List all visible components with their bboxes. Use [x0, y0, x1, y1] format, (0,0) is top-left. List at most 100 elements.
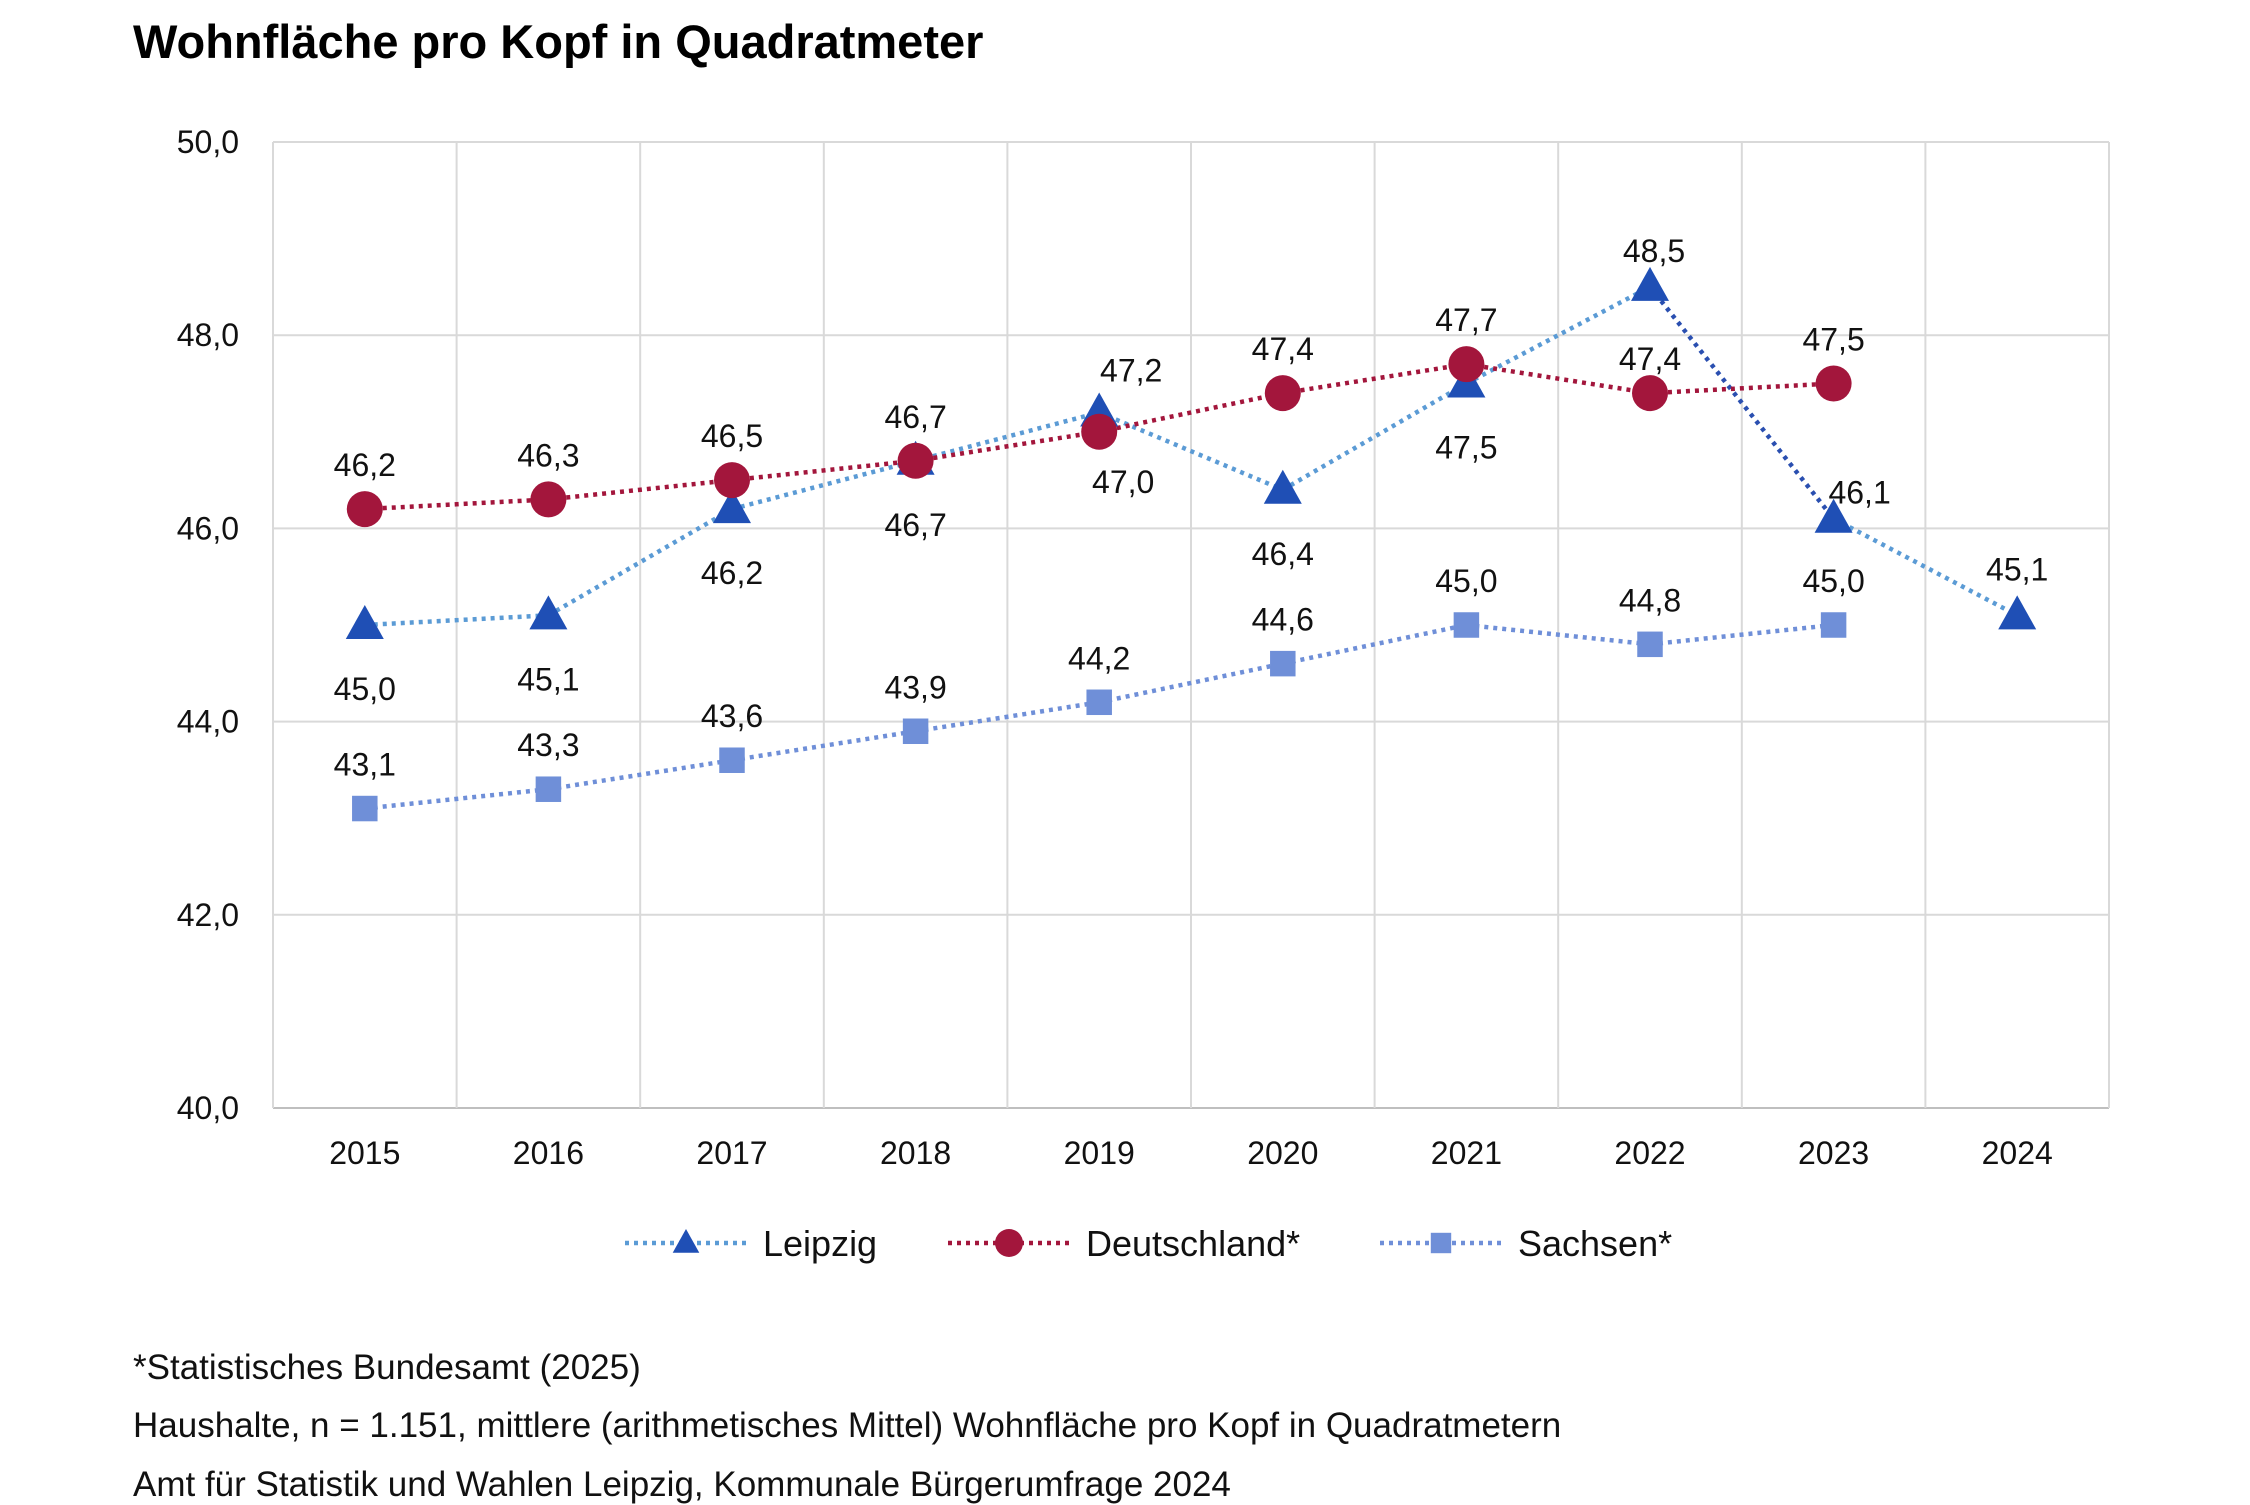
data-point-deutschland	[530, 481, 567, 518]
data-label-sachsen: 43,6	[701, 698, 763, 734]
data-label-deutschland: 47,7	[1435, 302, 1497, 338]
data-label-leipzig: 45,0	[334, 671, 396, 707]
data-label-sachsen: 45,0	[1802, 563, 1864, 599]
data-point-sachsen	[1637, 631, 1663, 658]
x-tick-label: 2018	[880, 1135, 951, 1171]
legend-label-sachsen: Sachsen*	[1518, 1223, 1672, 1264]
data-point-sachsen	[535, 776, 562, 802]
chart-title: Wohnfläche pro Kopf in Quadratmeter	[133, 15, 984, 68]
data-label-deutschland: 47,0	[1092, 464, 1154, 500]
series-line-deutschland	[731, 458, 916, 483]
y-tick-label: 40,0	[177, 1090, 239, 1126]
data-label-sachsen: 43,1	[334, 747, 396, 783]
series-line-deutschland	[1649, 381, 1834, 396]
x-tick-label: 2019	[1064, 1135, 1135, 1171]
data-point-sachsen	[1453, 612, 1480, 638]
data-point-leipzig	[1814, 498, 1853, 533]
series-line-deutschland	[1098, 390, 1284, 435]
data-point-sachsen	[1086, 689, 1112, 716]
legend-label-deutschland: Deutschland*	[1086, 1223, 1300, 1264]
x-tick-label: 2016	[513, 1135, 584, 1171]
series-line-leipzig	[1098, 410, 1284, 492]
data-label-leipzig: 48,5	[1623, 233, 1685, 269]
series-line-leipzig	[1465, 284, 1652, 386]
y-tick-label: 42,0	[177, 897, 239, 933]
series-line-deutschland	[1282, 361, 1467, 396]
data-point-deutschland	[1815, 365, 1852, 402]
data-label-leipzig: 47,5	[1435, 430, 1497, 466]
data-point-deutschland	[1081, 413, 1118, 450]
x-tick-label: 2021	[1431, 1135, 1502, 1171]
data-label-sachsen: 44,8	[1619, 582, 1681, 618]
series-line-sachsen	[1098, 661, 1284, 705]
x-tick-label: 2024	[1982, 1135, 2053, 1171]
data-point-deutschland	[1448, 346, 1485, 383]
data-point-deutschland	[346, 491, 383, 528]
data-label-sachsen: 43,3	[517, 727, 579, 763]
series-line-sachsen	[1466, 622, 1651, 647]
data-point-sachsen	[1820, 612, 1847, 638]
data-point-deutschland	[714, 462, 750, 499]
data-point-leipzig	[1263, 469, 1302, 504]
x-tick-label: 2020	[1247, 1135, 1318, 1171]
data-label-leipzig: 46,7	[884, 507, 946, 543]
series-line-sachsen	[548, 758, 733, 792]
series-line-deutschland	[915, 429, 1100, 464]
data-label-leipzig: 45,1	[1986, 551, 2048, 587]
data-label-sachsen: 44,2	[1068, 640, 1130, 676]
data-label-deutschland: 46,3	[517, 437, 579, 473]
data-point-deutschland	[897, 442, 934, 479]
data-label-deutschland: 47,5	[1802, 322, 1864, 358]
data-point-leipzig	[1631, 266, 1669, 301]
data-label-sachsen: 44,6	[1252, 602, 1314, 638]
legend-marker-deutschland	[995, 1229, 1023, 1257]
data-point-leipzig	[345, 605, 384, 639]
data-label-leipzig: 46,4	[1252, 536, 1314, 572]
series-line-deutschland	[364, 497, 549, 512]
data-point-sachsen	[352, 795, 378, 822]
data-label-deutschland: 46,7	[884, 399, 946, 435]
legend-label-leipzig: Leipzig	[763, 1223, 877, 1264]
series-line-sachsen	[1649, 622, 1834, 647]
series-line-deutschland	[548, 477, 733, 502]
data-label-leipzig: 46,1	[1828, 475, 1890, 511]
data-label-deutschland: 46,2	[334, 447, 396, 483]
data-label-deutschland: 46,5	[701, 418, 763, 454]
data-point-deutschland	[1264, 375, 1301, 412]
y-tick-label: 46,0	[177, 510, 239, 546]
legend-marker-sachsen	[1430, 1232, 1452, 1254]
data-label-leipzig: 46,2	[701, 555, 763, 591]
data-label-sachsen: 43,9	[884, 669, 946, 705]
series-line-leipzig	[364, 613, 549, 628]
y-tick-label: 44,0	[177, 704, 239, 740]
data-point-sachsen	[902, 718, 929, 745]
y-tick-label: 48,0	[177, 317, 239, 353]
line-chart: 40,0 42,0 44,0 46,0 48,0 50,0 2015 2016 2017 2018…	[177, 124, 2110, 1264]
data-label-sachsen: 45,0	[1435, 563, 1497, 599]
data-label-deutschland: 47,4	[1619, 341, 1681, 377]
y-tick-label: 50,0	[177, 124, 239, 160]
x-tick-label: 2023	[1798, 1135, 1869, 1171]
data-point-leipzig	[529, 595, 568, 630]
data-point-sachsen	[719, 747, 745, 773]
x-tick-label: 2022	[1614, 1135, 1685, 1171]
series-line-leipzig	[1648, 285, 1836, 521]
series-line-sachsen	[731, 729, 916, 763]
data-point-deutschland	[1632, 375, 1668, 412]
series-line-leipzig	[1832, 516, 2019, 618]
series-line-sachsen	[915, 700, 1100, 734]
footnote-source-leipzig: Amt für Statistik und Wahlen Leipzig, Ko…	[133, 1465, 1231, 1504]
legend-marker-leipzig	[672, 1229, 700, 1253]
data-point-leipzig	[713, 489, 751, 524]
data-label-leipzig: 45,1	[517, 661, 579, 697]
data-point-leipzig	[1998, 595, 2037, 630]
series-line-sachsen	[1282, 622, 1467, 666]
footnote-source-destatis: *Statistisches Bundesamt (2025)	[133, 1348, 641, 1387]
x-tick-label: 2015	[329, 1135, 400, 1171]
data-point-sachsen	[1270, 650, 1296, 677]
x-tick-label: 2017	[696, 1135, 767, 1171]
footnote-sample: Haushalte, n = 1.151, mittlere (arithmet…	[133, 1406, 1562, 1445]
series-line-deutschland	[1466, 361, 1651, 396]
series-line-sachsen	[364, 786, 549, 811]
data-label-deutschland: 47,4	[1252, 331, 1314, 367]
